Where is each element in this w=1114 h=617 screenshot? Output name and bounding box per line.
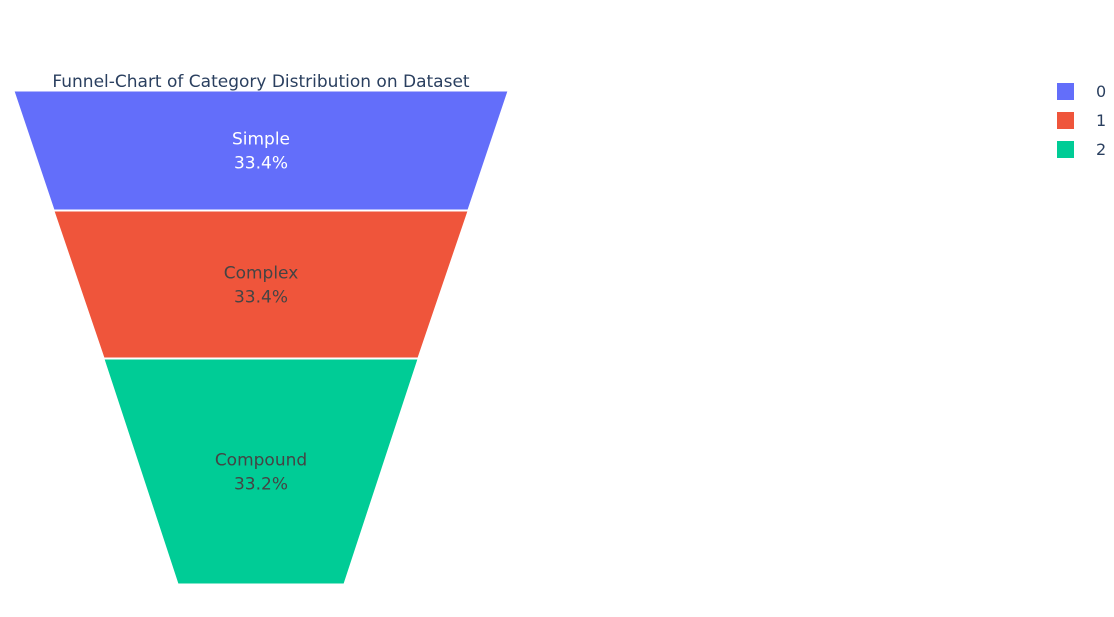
legend-swatch-1[interactable] (1057, 112, 1074, 129)
legend-swatch-2[interactable] (1057, 141, 1074, 158)
segment-percent-complex: 33.4% (234, 288, 288, 308)
chart-title: Funnel-Chart of Category Distribution on… (52, 72, 470, 92)
funnel-segments: Simple 33.4% Complex 33.4% Compound 33.2% (13, 90, 509, 585)
funnel-segment-compound[interactable] (103, 358, 419, 585)
segment-percent-simple: 33.4% (234, 154, 288, 174)
legend-label-2[interactable]: 2 (1096, 140, 1106, 159)
funnel-segment-complex[interactable] (53, 210, 469, 359)
legend-swatch-0[interactable] (1057, 83, 1074, 100)
legend-label-1[interactable]: 1 (1096, 111, 1106, 130)
segment-label-simple: Simple (232, 130, 290, 150)
legend-label-0[interactable]: 0 (1096, 82, 1106, 101)
legend: 0 1 2 (1057, 82, 1106, 159)
segment-percent-compound: 33.2% (234, 475, 288, 495)
funnel-segment-simple[interactable] (13, 90, 509, 211)
segment-label-complex: Complex (224, 264, 299, 284)
segment-label-compound: Compound (215, 451, 307, 471)
